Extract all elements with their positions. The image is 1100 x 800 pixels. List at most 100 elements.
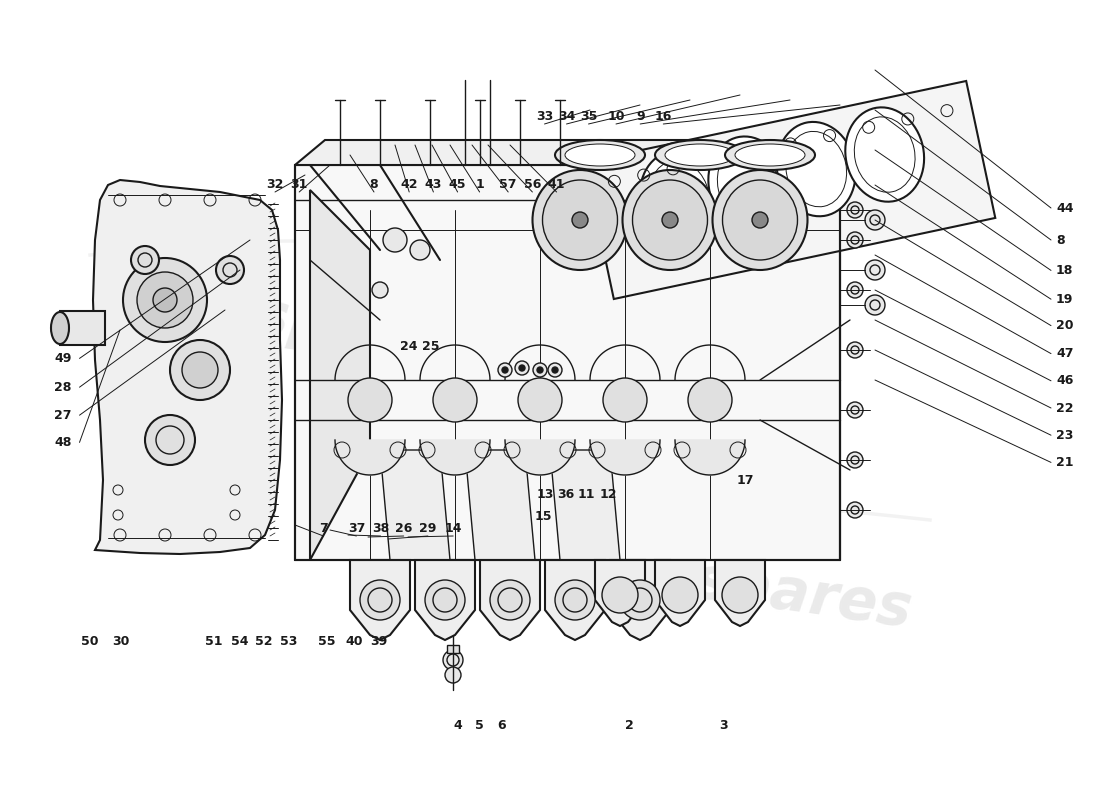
Circle shape: [572, 212, 588, 228]
Text: 25: 25: [422, 340, 440, 353]
Ellipse shape: [666, 144, 735, 166]
Text: 8: 8: [1056, 234, 1065, 246]
Text: 53: 53: [279, 635, 297, 648]
Bar: [447, 645, 459, 653]
Circle shape: [865, 260, 886, 280]
Text: 3: 3: [719, 719, 728, 732]
Circle shape: [847, 202, 864, 218]
Text: 37: 37: [348, 522, 365, 534]
Ellipse shape: [785, 131, 847, 206]
Circle shape: [847, 232, 864, 248]
Polygon shape: [590, 440, 660, 475]
Polygon shape: [336, 440, 405, 475]
Text: 48: 48: [54, 436, 72, 449]
Circle shape: [662, 577, 698, 613]
Text: 23: 23: [1056, 429, 1074, 442]
Text: 56: 56: [524, 178, 541, 190]
Circle shape: [847, 402, 864, 418]
Bar: [585, 81, 996, 299]
Text: 13: 13: [537, 488, 554, 501]
Text: 20: 20: [1056, 319, 1074, 332]
Text: 38: 38: [372, 522, 389, 534]
Text: 51: 51: [205, 635, 222, 648]
Text: 28: 28: [54, 381, 72, 394]
Text: 21: 21: [1056, 456, 1074, 469]
Ellipse shape: [51, 312, 69, 344]
Circle shape: [425, 580, 465, 620]
Circle shape: [847, 342, 864, 358]
Circle shape: [537, 367, 543, 373]
Circle shape: [170, 340, 230, 400]
Circle shape: [548, 363, 562, 377]
Text: 18: 18: [1056, 264, 1074, 277]
Text: 29: 29: [419, 522, 437, 534]
Ellipse shape: [632, 180, 707, 260]
Text: 40: 40: [345, 635, 363, 648]
Text: 43: 43: [425, 178, 442, 190]
Text: 7: 7: [319, 522, 328, 534]
Polygon shape: [295, 140, 870, 165]
Ellipse shape: [777, 122, 856, 216]
Circle shape: [410, 240, 430, 260]
Text: 14: 14: [444, 522, 462, 534]
Polygon shape: [415, 560, 475, 640]
Ellipse shape: [556, 140, 645, 170]
Ellipse shape: [532, 170, 627, 270]
Text: 45: 45: [449, 178, 466, 190]
Polygon shape: [94, 180, 282, 554]
Text: 35: 35: [580, 110, 597, 122]
Ellipse shape: [649, 161, 710, 236]
Polygon shape: [675, 440, 745, 475]
Ellipse shape: [735, 144, 805, 166]
Text: 41: 41: [548, 178, 565, 190]
Ellipse shape: [542, 180, 617, 260]
Polygon shape: [550, 450, 620, 560]
Polygon shape: [544, 560, 605, 640]
Text: 6: 6: [497, 719, 506, 732]
Circle shape: [360, 580, 400, 620]
Polygon shape: [379, 450, 450, 560]
Circle shape: [556, 580, 595, 620]
Circle shape: [490, 580, 530, 620]
Text: 10: 10: [607, 110, 625, 122]
Text: 44: 44: [1056, 202, 1074, 214]
Text: 19: 19: [1056, 293, 1074, 306]
Ellipse shape: [713, 170, 807, 270]
Ellipse shape: [845, 107, 924, 202]
Ellipse shape: [855, 117, 915, 192]
Circle shape: [847, 502, 864, 518]
Text: 39: 39: [370, 635, 387, 648]
Circle shape: [443, 650, 463, 670]
Circle shape: [515, 361, 529, 375]
Circle shape: [518, 378, 562, 422]
Text: 36: 36: [557, 488, 574, 501]
Circle shape: [145, 415, 195, 465]
Ellipse shape: [565, 144, 635, 166]
Ellipse shape: [723, 180, 798, 260]
Text: 54: 54: [231, 635, 249, 648]
Circle shape: [865, 295, 886, 315]
Text: 11: 11: [578, 488, 595, 501]
Circle shape: [602, 577, 638, 613]
Text: 52: 52: [255, 635, 273, 648]
Circle shape: [123, 258, 207, 342]
Circle shape: [433, 378, 477, 422]
Text: eurospares: eurospares: [103, 266, 476, 374]
Text: 12: 12: [600, 488, 617, 501]
Circle shape: [153, 288, 177, 312]
Ellipse shape: [725, 140, 815, 170]
Text: 46: 46: [1056, 374, 1074, 387]
Text: 22: 22: [1056, 402, 1074, 414]
Text: 49: 49: [54, 352, 72, 365]
Polygon shape: [465, 450, 535, 560]
Circle shape: [603, 378, 647, 422]
Polygon shape: [420, 440, 490, 475]
Circle shape: [752, 212, 768, 228]
Text: eurospares: eurospares: [543, 531, 916, 639]
Text: 32: 32: [266, 178, 284, 190]
Text: 5: 5: [475, 719, 484, 732]
Text: 26: 26: [395, 522, 412, 534]
Text: 50: 50: [81, 635, 99, 648]
Text: 27: 27: [54, 409, 72, 422]
Circle shape: [662, 212, 678, 228]
